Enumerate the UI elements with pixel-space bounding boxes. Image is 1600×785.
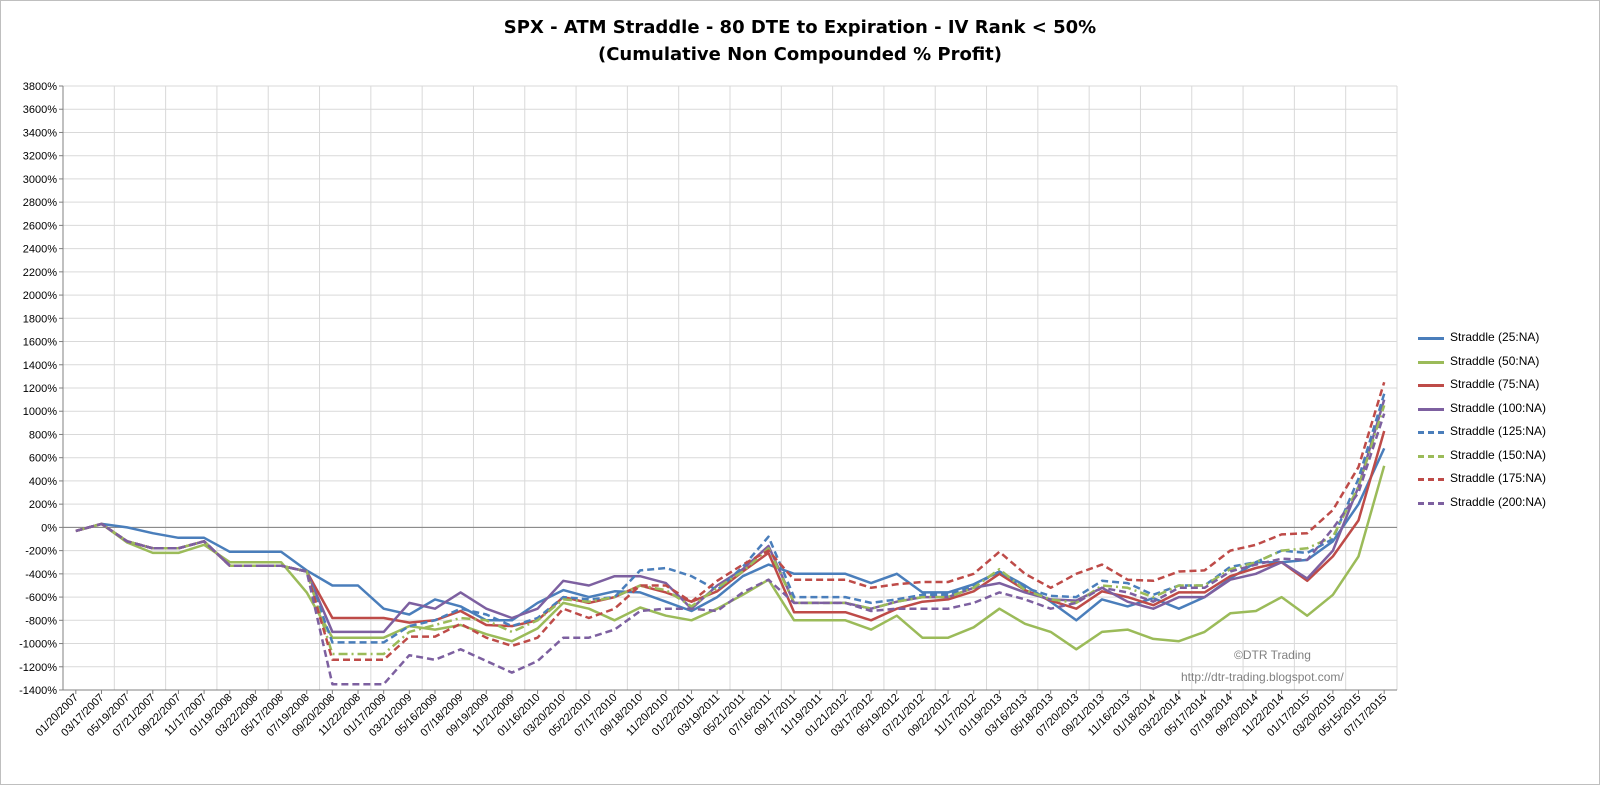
y-tick-label: 3600% bbox=[23, 104, 57, 116]
legend-swatch bbox=[1418, 407, 1444, 411]
y-tick-label: 2600% bbox=[23, 220, 57, 232]
legend-item: Straddle (175:NA) bbox=[1418, 468, 1593, 492]
legend-label: Straddle (25:NA) bbox=[1450, 330, 1540, 344]
y-tick-label: 3400% bbox=[23, 127, 57, 139]
y-tick-label: 800% bbox=[29, 429, 57, 441]
series-line-8 bbox=[75, 413, 1386, 686]
y-tick-label: -1400% bbox=[19, 685, 57, 697]
y-tick-label: -200% bbox=[25, 546, 57, 558]
y-tick-label: 400% bbox=[29, 476, 57, 488]
legend-item: Straddle (200:NA) bbox=[1418, 492, 1593, 516]
legend-label: Straddle (175:NA) bbox=[1450, 471, 1547, 485]
y-tick-label: 2000% bbox=[23, 290, 57, 302]
legend-item: Straddle (150:NA) bbox=[1418, 445, 1593, 469]
y-tick-label: -800% bbox=[25, 615, 57, 627]
chart-title-line1: SPX - ATM Straddle - 80 DTE to Expiratio… bbox=[503, 17, 1097, 38]
legend-swatch bbox=[1418, 501, 1444, 505]
chart-title: SPX - ATM Straddle - 80 DTE to Expiratio… bbox=[0, 14, 1600, 68]
legend-swatch bbox=[1418, 337, 1444, 340]
y-tick-label: 2800% bbox=[23, 197, 57, 209]
y-axis-ticks: -1400% -1200% -1000% -800% -600% -400% -200% 0%… bbox=[19, 81, 63, 697]
legend-item: Straddle (75:NA) bbox=[1418, 374, 1593, 398]
y-tick-label: 0% bbox=[41, 522, 57, 534]
legend-item: Straddle (125:NA) bbox=[1418, 421, 1593, 445]
y-tick-label: 3200% bbox=[23, 151, 57, 163]
y-tick-label: 200% bbox=[29, 499, 57, 511]
y-tick-label: 2200% bbox=[23, 267, 57, 279]
chart-title-line2: (Cumulative Non Compounded % Profit) bbox=[598, 44, 1002, 65]
x-axis-ticks: 01/20/200703/17/200705/19/200707/21/2007… bbox=[34, 690, 1389, 739]
y-tick-label: -1200% bbox=[19, 662, 57, 674]
legend-label: Straddle (100:NA) bbox=[1450, 400, 1547, 415]
legend-swatch bbox=[1418, 360, 1444, 364]
y-tick-label: 3000% bbox=[23, 174, 57, 186]
y-tick-label: 1400% bbox=[23, 360, 57, 372]
legend-label: Straddle (75:NA) bbox=[1450, 377, 1540, 391]
legend-label: Straddle (125:NA) bbox=[1450, 424, 1547, 438]
y-tick-label: -1000% bbox=[19, 639, 57, 651]
legend-swatch bbox=[1418, 384, 1444, 387]
source-url: http://dtr-trading.blogspot.com/ bbox=[1181, 670, 1344, 684]
y-tick-label: 1800% bbox=[23, 313, 57, 325]
watermark-text: ©DTR Trading bbox=[1234, 648, 1311, 662]
legend-item: Straddle (100:NA) bbox=[1418, 398, 1593, 422]
y-tick-label: 1000% bbox=[23, 406, 57, 418]
y-tick-label: -600% bbox=[25, 592, 57, 604]
legend-swatch bbox=[1418, 431, 1444, 434]
y-tick-label: 3800% bbox=[23, 81, 57, 93]
series-lines bbox=[75, 381, 1386, 686]
y-tick-label: 2400% bbox=[23, 244, 57, 256]
y-tick-label: 600% bbox=[29, 453, 57, 465]
y-tick-label: 1200% bbox=[23, 383, 57, 395]
legend: Straddle (25:NA) Straddle (50:NA) Straddle… bbox=[1418, 327, 1593, 515]
legend-swatch bbox=[1418, 478, 1444, 481]
legend-item: Straddle (25:NA) bbox=[1418, 327, 1593, 351]
legend-item: Straddle (50:NA) bbox=[1418, 351, 1593, 375]
y-tick-label: 1600% bbox=[23, 337, 57, 349]
legend-label: Straddle (50:NA) bbox=[1450, 353, 1540, 368]
legend-label: Straddle (150:NA) bbox=[1450, 447, 1547, 462]
legend-label: Straddle (200:NA) bbox=[1450, 494, 1547, 509]
legend-swatch bbox=[1418, 454, 1444, 458]
y-tick-label: -400% bbox=[25, 569, 57, 581]
